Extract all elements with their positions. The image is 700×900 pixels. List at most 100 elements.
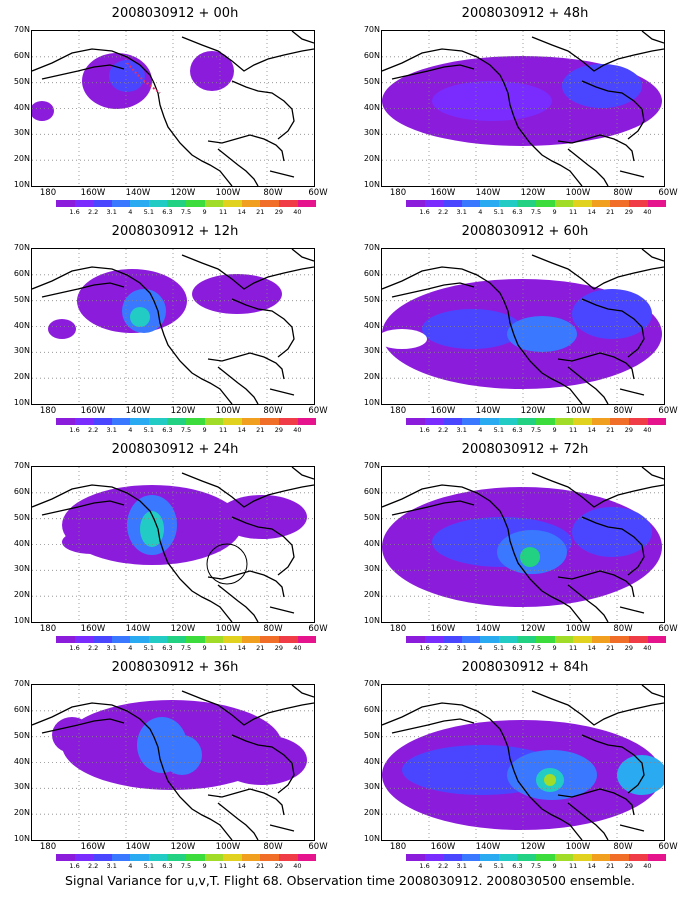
coastline bbox=[269, 824, 295, 832]
colorbar-segment bbox=[591, 200, 611, 207]
colorbar-segment bbox=[554, 636, 574, 643]
colorbar-segment bbox=[480, 854, 499, 861]
colorbar-segment bbox=[628, 200, 648, 207]
coastline bbox=[391, 718, 475, 734]
latitude-tick-label: 10N bbox=[363, 398, 380, 407]
coastline bbox=[231, 80, 295, 140]
colorbar-segment bbox=[536, 854, 555, 861]
variance-contour-fill bbox=[617, 755, 664, 795]
colorbar-segment bbox=[297, 636, 317, 643]
variance-map bbox=[382, 685, 664, 840]
variance-contour-fill bbox=[544, 774, 556, 786]
map-panel: 2008030912 + 12h 70N 60N 50N 40N 30N 20N 10N 180… bbox=[0, 218, 350, 436]
latitude-tick-label: 70N bbox=[363, 25, 380, 34]
longitude-tick-label: 160W bbox=[80, 842, 106, 852]
colorbar-label: 21 bbox=[606, 862, 615, 870]
colorbar-label: 3.1 bbox=[456, 644, 467, 652]
colorbar-segment bbox=[223, 854, 242, 861]
latitude-tick-label: 70N bbox=[13, 679, 30, 688]
colorbar-segment bbox=[241, 636, 261, 643]
longitude-tick-label: 60W bbox=[658, 406, 678, 416]
colorbar-label: 3.1 bbox=[106, 208, 117, 216]
latitude-tick-label: 70N bbox=[13, 461, 30, 470]
variance-contour-fill bbox=[162, 735, 202, 775]
colorbar-label: 14 bbox=[237, 426, 246, 434]
colorbar-label: 11 bbox=[219, 862, 228, 870]
longitude-tick-label: 180 bbox=[39, 188, 57, 198]
coastline bbox=[41, 64, 125, 80]
colorbar-segment bbox=[573, 854, 592, 861]
colorbar-segment bbox=[241, 854, 261, 861]
colorbar-label: 7.5 bbox=[180, 644, 192, 652]
coastline bbox=[641, 467, 664, 480]
latitude-tick-label: 40N bbox=[13, 320, 30, 330]
colorbar-label: 1.6 bbox=[69, 862, 80, 870]
latitude-tick-label: 60N bbox=[13, 50, 30, 60]
variance-contour-fill bbox=[62, 530, 122, 554]
colorbar-segment bbox=[186, 636, 205, 643]
coastline bbox=[41, 718, 125, 734]
latitude-tick-label: 10N bbox=[13, 180, 30, 189]
variance-contour-fill bbox=[192, 274, 282, 314]
longitude-tick-label: 80W bbox=[263, 406, 283, 416]
variance-contour-fill bbox=[48, 319, 76, 339]
colorbar-segment bbox=[610, 636, 629, 643]
coastline bbox=[567, 584, 609, 622]
colorbar-segment bbox=[93, 854, 112, 861]
longitude-tick-label: 140W bbox=[125, 624, 151, 634]
coastline bbox=[619, 606, 645, 614]
latitude-tick-label: 50N bbox=[363, 512, 380, 522]
latitude-tick-label: 60N bbox=[363, 704, 380, 714]
variance-map bbox=[382, 249, 664, 404]
latitude-tick-label: 40N bbox=[13, 538, 30, 548]
colorbar-label: 7.5 bbox=[530, 644, 542, 652]
colorbar-segment bbox=[297, 418, 317, 425]
latitude-tick-label: 70N bbox=[363, 461, 380, 470]
map-panel: 2008030912 + 00h 70N 60N 50N 40N 30N 20N 10N 180… bbox=[0, 0, 350, 218]
variance-contour-fill bbox=[52, 717, 92, 753]
colorbar-segment bbox=[204, 854, 224, 861]
longitude-tick-label: 80W bbox=[263, 188, 283, 198]
coastline bbox=[557, 570, 635, 598]
coastline bbox=[207, 570, 285, 598]
coastline bbox=[619, 824, 645, 832]
longitude-tick-label: 120W bbox=[170, 406, 196, 416]
colorbar-label: 6.3 bbox=[512, 862, 523, 870]
coastline bbox=[32, 48, 233, 186]
longitude-tick-label: 160W bbox=[80, 406, 106, 416]
longitude-tick-label: 80W bbox=[613, 188, 633, 198]
variance-contour-fill bbox=[432, 81, 552, 121]
colorbar-segment bbox=[536, 200, 555, 207]
coastline bbox=[231, 516, 295, 576]
coastline bbox=[217, 802, 259, 840]
colorbar-label: 11 bbox=[219, 644, 228, 652]
panel-title: 2008030912 + 48h bbox=[461, 6, 589, 21]
longitude-tick-label: 80W bbox=[613, 406, 633, 416]
longitude-tick-label: 120W bbox=[170, 624, 196, 634]
latitude-tick-label: 40N bbox=[13, 102, 30, 112]
coastline bbox=[531, 690, 664, 726]
colorbar-label: 5.1 bbox=[493, 426, 505, 434]
colorbar-label: 14 bbox=[587, 426, 596, 434]
longitude-tick-label: 160W bbox=[430, 842, 456, 852]
colorbar-segment bbox=[591, 854, 611, 861]
colorbar-segment bbox=[130, 418, 149, 425]
map-frame bbox=[381, 684, 665, 841]
colorbar-label: 2.2 bbox=[87, 862, 99, 870]
colorbar-segment bbox=[111, 854, 131, 861]
colorbar-segment bbox=[498, 200, 518, 207]
coastline bbox=[557, 788, 635, 816]
colorbar-segment bbox=[111, 200, 131, 207]
colorbar-label: 14 bbox=[237, 862, 246, 870]
colorbar-label: 29 bbox=[624, 644, 633, 652]
colorbar-segment bbox=[241, 418, 261, 425]
colorbar-segment bbox=[610, 200, 629, 207]
variance-map bbox=[382, 467, 664, 622]
coastline bbox=[269, 606, 295, 614]
coastline bbox=[567, 148, 609, 186]
latitude-tick-label: 60N bbox=[363, 268, 380, 278]
latitude-tick-label: 60N bbox=[13, 268, 30, 278]
latitude-tick-label: 30N bbox=[13, 564, 30, 574]
latitude-tick-label: 70N bbox=[13, 25, 30, 34]
colorbar-label: 2.2 bbox=[87, 208, 99, 216]
